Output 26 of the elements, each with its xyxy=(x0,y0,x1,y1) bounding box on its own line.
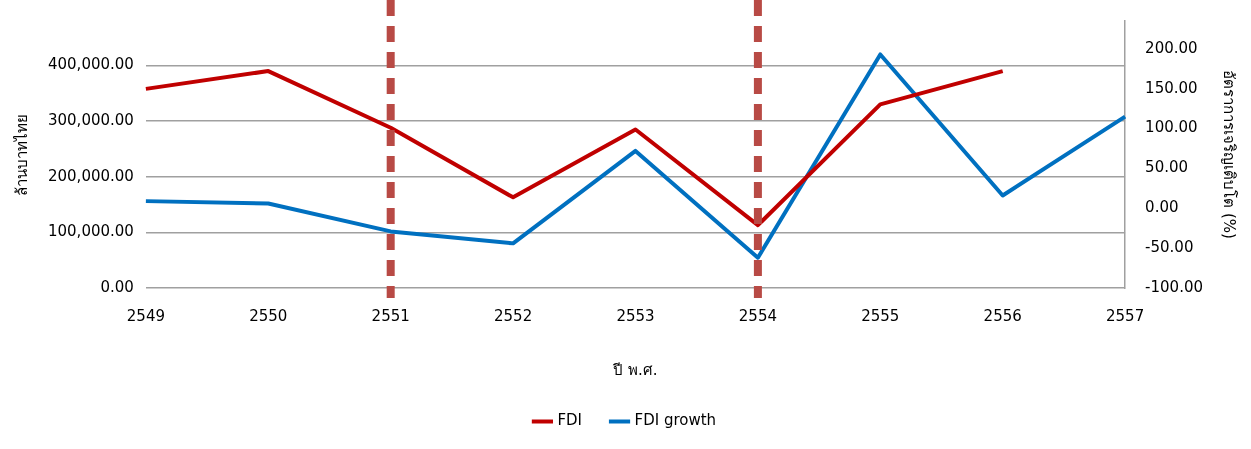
y2-tick-label: 50.00 xyxy=(1145,158,1189,177)
y2-tick-label: 200.00 xyxy=(1145,38,1198,57)
x-axis-title: ปี พ.ศ. xyxy=(612,360,658,379)
x-tick-label: 2549 xyxy=(126,306,165,325)
y2-tick-label: -100.00 xyxy=(1145,277,1204,296)
legend-label: FDI growth xyxy=(634,411,717,430)
y2-tick-label: -50.00 xyxy=(1145,238,1194,257)
x-tick-label: 2553 xyxy=(616,306,655,325)
x-tick-label: 2556 xyxy=(983,306,1022,325)
y-tick-label: 100,000.00 xyxy=(47,222,134,241)
x-tick-label: 2550 xyxy=(249,306,288,325)
y-tick-label: 0.00 xyxy=(100,277,134,296)
x-tick-label: 2557 xyxy=(1106,306,1145,325)
y2-axis-title: อัตราการเจริญเติบโต (%) xyxy=(1220,70,1239,239)
y2-tick-label: 0.00 xyxy=(1145,198,1179,217)
y2-tick-label: 100.00 xyxy=(1145,118,1198,137)
y-tick-label: 200,000.00 xyxy=(47,166,134,185)
y-tick-label: 400,000.00 xyxy=(47,55,134,74)
legend-label: FDI xyxy=(557,411,583,430)
x-tick-label: 2551 xyxy=(371,306,410,325)
y2-tick-label: 150.00 xyxy=(1145,78,1198,97)
y-tick-label: 300,000.00 xyxy=(47,111,134,130)
x-tick-label: 2552 xyxy=(494,306,533,325)
x-tick-label: 2554 xyxy=(738,306,777,325)
y-axis-title: ล้านบาทไทย xyxy=(12,113,31,196)
x-tick-label: 2555 xyxy=(861,306,900,325)
